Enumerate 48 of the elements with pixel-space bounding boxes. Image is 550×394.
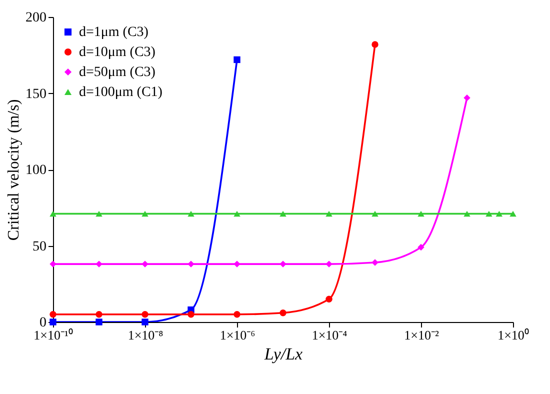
point — [142, 318, 148, 326]
y-axis-title: Critical velocity (m/s) — [6, 99, 22, 241]
point — [142, 311, 148, 318]
point — [234, 210, 240, 217]
point — [372, 259, 378, 266]
point — [326, 260, 332, 268]
point — [188, 311, 194, 318]
legend-label: d=10μm (C3) — [79, 45, 156, 60]
point — [372, 210, 378, 217]
point — [280, 310, 286, 316]
x-tick-label: 1×10⁻² — [404, 328, 439, 342]
point — [96, 210, 102, 217]
point — [418, 210, 424, 217]
x-tick-label: 1×10⁻⁸ — [128, 328, 164, 342]
y-tick-label: 150 — [26, 86, 46, 102]
x-axis-title: Ly/Lx — [263, 344, 304, 364]
point — [326, 210, 332, 217]
y-tick-label: 50 — [32, 239, 46, 254]
point — [50, 210, 56, 217]
point — [326, 296, 332, 302]
point — [50, 260, 56, 268]
y-tick-label: 100 — [26, 163, 46, 178]
point — [188, 210, 194, 217]
point — [280, 210, 286, 217]
point — [50, 311, 56, 318]
point — [142, 210, 148, 217]
legend-label: d=100μm (C1) — [79, 85, 163, 100]
x-tick-label: 1×10⁻⁶ — [220, 328, 256, 342]
point — [372, 41, 378, 48]
point — [188, 260, 194, 268]
point — [464, 94, 470, 102]
x-tick-label: 1×10⁰ — [498, 328, 530, 342]
point — [234, 260, 240, 268]
y-tick-label: 0 — [40, 316, 46, 330]
x-tick-label: 1×10⁻⁴ — [312, 328, 348, 342]
point — [96, 318, 102, 326]
point — [142, 260, 148, 268]
point — [280, 260, 286, 268]
point — [234, 56, 240, 64]
point — [234, 311, 240, 318]
point — [418, 244, 424, 251]
y-tick-label: 200 — [26, 10, 46, 26]
x-tick-label: 1×10⁻¹⁰ — [34, 328, 74, 342]
point — [96, 311, 102, 318]
legend-label: d=1μm (C3) — [79, 25, 149, 40]
point — [96, 260, 102, 268]
legend-label: d=50μm (C3) — [79, 65, 156, 80]
point — [464, 210, 470, 217]
